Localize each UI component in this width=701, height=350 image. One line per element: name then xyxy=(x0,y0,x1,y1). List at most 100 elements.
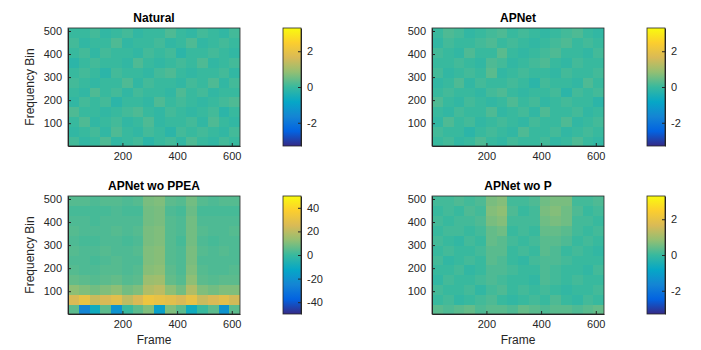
heat-cell xyxy=(111,304,122,314)
heat-cell xyxy=(229,48,240,58)
heat-cell xyxy=(464,117,475,127)
plot-frame xyxy=(432,196,604,314)
heat-cell xyxy=(583,107,594,117)
heat-cell xyxy=(529,294,540,304)
heat-cell xyxy=(593,216,604,226)
heat-cell xyxy=(432,255,443,265)
heat-cell xyxy=(583,265,594,275)
heat-cell xyxy=(432,117,443,127)
heat-cell xyxy=(529,285,540,295)
heat-cell xyxy=(550,117,561,127)
heat-cell xyxy=(475,117,486,127)
heat-cell xyxy=(583,235,594,245)
heat-cell xyxy=(497,77,508,87)
heat-cell xyxy=(133,216,144,226)
heat-cell xyxy=(443,87,454,97)
heat-cell xyxy=(529,48,540,58)
heat-cell xyxy=(443,294,454,304)
heat-cell xyxy=(507,117,518,127)
heat-cell xyxy=(497,28,508,38)
heat-cell xyxy=(507,196,518,206)
heat-cell xyxy=(229,235,240,245)
heat-cell xyxy=(219,245,230,255)
heat-cell xyxy=(100,275,111,285)
heat-cell xyxy=(165,206,176,216)
heat-cell xyxy=(443,107,454,117)
heat-cell xyxy=(68,67,79,77)
heat-cell xyxy=(454,304,465,314)
heat-cell xyxy=(197,58,208,68)
heat-cell xyxy=(154,226,165,236)
heat-cell xyxy=(176,265,187,275)
heat-cell xyxy=(100,226,111,236)
heat-cell xyxy=(486,58,497,68)
heat-cell xyxy=(143,304,154,314)
heat-cell xyxy=(90,216,101,226)
tick: -20 xyxy=(298,273,323,285)
tick-label: 200 xyxy=(114,318,132,330)
heat-cell xyxy=(475,28,486,38)
heat-cell xyxy=(593,87,604,97)
heat-cell xyxy=(165,245,176,255)
heat-cell xyxy=(68,38,79,48)
heat-cell xyxy=(90,255,101,265)
heat-cell xyxy=(111,255,122,265)
tick-mark xyxy=(68,123,71,124)
heat-cell xyxy=(111,77,122,87)
heat-cell xyxy=(154,304,165,314)
tick-mark xyxy=(432,199,435,200)
tick-mark xyxy=(232,143,233,146)
heat-cell xyxy=(197,97,208,107)
heat-cell xyxy=(143,294,154,304)
heat-cell xyxy=(540,216,551,226)
panel-title: Natural xyxy=(133,11,174,25)
heat-cell xyxy=(593,294,604,304)
heat-cell xyxy=(133,58,144,68)
tick: 400 xyxy=(44,48,71,60)
heat-cell xyxy=(572,48,583,58)
heat-cell xyxy=(497,304,508,314)
y-axis-title: Frequency Bin xyxy=(23,216,37,293)
tick-label: 2 xyxy=(671,45,677,57)
heat-cell xyxy=(486,206,497,216)
heat-cell xyxy=(475,58,486,68)
heat-cell xyxy=(133,97,144,107)
heat-cell xyxy=(186,304,197,314)
heat-cell xyxy=(122,126,133,136)
tick-label: 600 xyxy=(587,318,605,330)
heat-cell xyxy=(454,255,465,265)
heat-cell xyxy=(529,38,540,48)
tick-label: 200 xyxy=(478,150,496,162)
axis: 100200300400500 xyxy=(44,25,71,146)
tick-mark xyxy=(541,311,542,314)
heat-cell xyxy=(593,235,604,245)
heat-cell xyxy=(122,226,133,236)
heat-cell xyxy=(143,206,154,216)
heat-cell xyxy=(475,87,486,97)
tick-label: 200 xyxy=(44,94,62,106)
heat-cell xyxy=(154,196,165,206)
heat-cell xyxy=(122,206,133,216)
colorbar-frame xyxy=(647,196,665,314)
heat-cell xyxy=(572,107,583,117)
heat-cell xyxy=(518,136,529,146)
heat-cell xyxy=(529,107,540,117)
heat-cell xyxy=(219,117,230,127)
heat-cell xyxy=(486,235,497,245)
heat-cell xyxy=(475,235,486,245)
heat-cell xyxy=(111,48,122,58)
heat-cell xyxy=(540,226,551,236)
heat-cell xyxy=(229,216,240,226)
heat-cell xyxy=(229,294,240,304)
heat-cell xyxy=(186,107,197,117)
heat-cell xyxy=(208,126,219,136)
heat-cell xyxy=(432,285,443,295)
heat-cell xyxy=(464,126,475,136)
tick: 600 xyxy=(587,143,605,162)
heat-cell xyxy=(464,196,475,206)
heat-cell xyxy=(464,87,475,97)
heat-cell xyxy=(176,97,187,107)
heat-cell xyxy=(561,87,572,97)
heat-cell xyxy=(583,48,594,58)
heat-cell xyxy=(464,265,475,275)
